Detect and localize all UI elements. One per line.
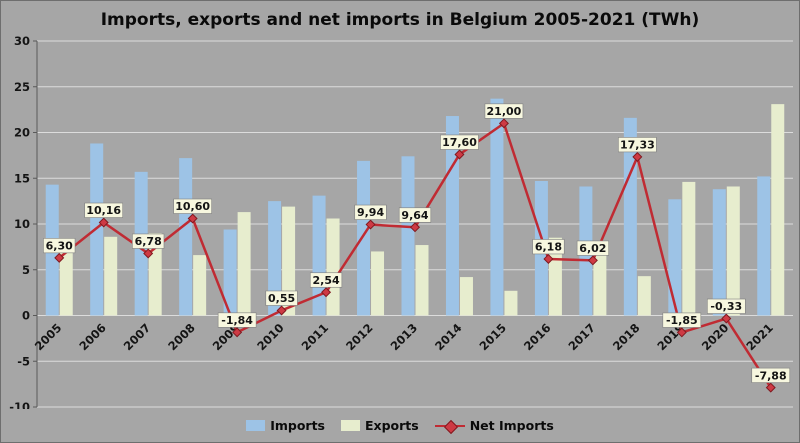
svg-text:2013: 2013	[388, 321, 421, 354]
svg-text:6,78: 6,78	[135, 235, 162, 248]
svg-text:5: 5	[22, 263, 30, 277]
svg-text:2017: 2017	[565, 321, 598, 354]
net-imports-line-icon	[434, 419, 465, 434]
svg-text:20: 20	[14, 126, 30, 140]
svg-text:-1,85: -1,85	[666, 314, 698, 327]
svg-text:9,64: 9,64	[401, 209, 428, 222]
svg-text:-5: -5	[17, 354, 30, 368]
svg-text:21,00: 21,00	[487, 105, 522, 118]
svg-text:6,02: 6,02	[579, 242, 606, 255]
svg-text:6,30: 6,30	[46, 240, 73, 253]
svg-text:2,54: 2,54	[312, 274, 339, 287]
svg-text:25: 25	[14, 80, 30, 94]
svg-text:15: 15	[14, 171, 30, 185]
svg-text:2011: 2011	[299, 321, 332, 354]
imports-swatch-icon	[246, 420, 266, 431]
legend-label-net-imports: Net Imports	[469, 418, 554, 433]
svg-text:2006: 2006	[76, 321, 109, 354]
svg-text:17,60: 17,60	[442, 136, 477, 149]
svg-text:10: 10	[14, 217, 30, 231]
chart-title: Imports, exports and net imports in Belg…	[100, 10, 700, 30]
legend-item-exports: Exports	[341, 418, 419, 433]
svg-text:2012: 2012	[343, 321, 376, 354]
chart-legend: Imports Exports Net Imports	[1, 409, 799, 442]
svg-text:10,16: 10,16	[86, 204, 121, 217]
svg-text:-7,88: -7,88	[755, 369, 787, 382]
legend-item-net-imports: Net Imports	[434, 418, 554, 434]
legend-item-imports: Imports	[246, 418, 325, 433]
svg-text:2016: 2016	[521, 321, 554, 354]
svg-text:2018: 2018	[610, 321, 643, 354]
svg-text:2015: 2015	[477, 321, 510, 354]
svg-text:-1,84: -1,84	[221, 314, 253, 327]
svg-text:2008: 2008	[165, 321, 198, 354]
svg-text:2007: 2007	[121, 321, 154, 354]
svg-text:10,60: 10,60	[175, 200, 210, 213]
svg-text:2010: 2010	[254, 321, 287, 354]
svg-text:9,94: 9,94	[357, 206, 384, 219]
net-imports-diamond-marker	[443, 419, 458, 434]
svg-text:0,55: 0,55	[268, 292, 295, 305]
legend-label-exports: Exports	[365, 418, 419, 433]
svg-text:2014: 2014	[432, 321, 465, 354]
svg-text:30: 30	[14, 35, 30, 48]
svg-text:-10: -10	[9, 400, 30, 409]
legend-label-imports: Imports	[270, 418, 325, 433]
svg-text:0: 0	[22, 309, 30, 323]
svg-text:-0,33: -0,33	[710, 300, 742, 313]
svg-text:17,33: 17,33	[620, 139, 655, 152]
svg-text:2021: 2021	[743, 321, 776, 354]
svg-text:6,18: 6,18	[535, 241, 562, 254]
exports-swatch-icon	[341, 420, 360, 431]
